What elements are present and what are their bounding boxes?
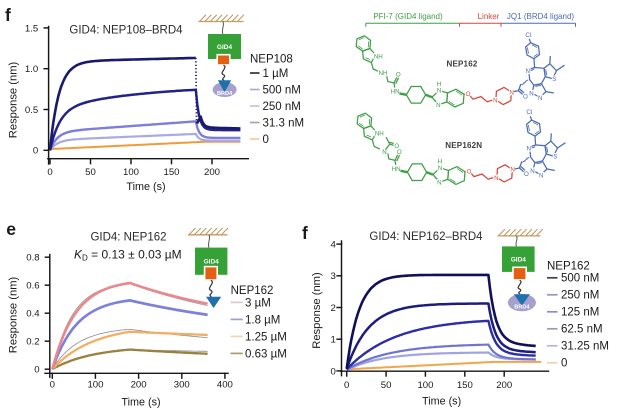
svg-text:0.63 µM: 0.63 µM (245, 348, 287, 360)
svg-text:1: 1 (330, 335, 335, 346)
svg-text:O: O (396, 72, 401, 79)
svg-text:H: H (437, 81, 441, 88)
svg-text:NEP108: NEP108 (250, 54, 293, 66)
svg-text:200: 200 (204, 167, 220, 178)
svg-text:O: O (394, 143, 399, 150)
svg-text:250 nM: 250 nM (263, 101, 301, 113)
svg-text:NEP162N: NEP162N (445, 141, 482, 150)
svg-text:GID4: GID4 (204, 259, 220, 266)
svg-text:BRD4: BRD4 (514, 304, 530, 310)
svg-text:N: N (493, 98, 497, 105)
svg-text:Time (s): Time (s) (422, 396, 461, 408)
svg-text:50: 50 (85, 167, 96, 178)
svg-text:150: 150 (163, 167, 179, 178)
svg-text:0.5: 0.5 (25, 105, 38, 116)
svg-text:HN: HN (391, 89, 400, 96)
svg-text:O: O (466, 91, 471, 98)
svg-text:Response (nm): Response (nm) (8, 61, 20, 138)
svg-text:NEP162: NEP162 (547, 261, 590, 273)
svg-text:S: S (552, 76, 556, 83)
svg-text:GID4: NEP162–BRD4: GID4: NEP162–BRD4 (369, 231, 483, 243)
svg-text:0: 0 (34, 365, 39, 376)
svg-text:0: 0 (330, 366, 335, 377)
svg-text:0.4: 0.4 (26, 309, 40, 320)
svg-text:0: 0 (561, 358, 567, 370)
svg-text:KD = 0.13 ± 0.03 µM: KD = 0.13 ± 0.03 µM (74, 248, 182, 263)
svg-text:0: 0 (33, 146, 38, 157)
svg-text:3 µM: 3 µM (245, 297, 271, 309)
svg-text:100: 100 (417, 380, 433, 391)
svg-text:N: N (538, 95, 542, 102)
svg-text:1.8 µM: 1.8 µM (245, 314, 280, 326)
svg-text:N: N (525, 68, 529, 75)
svg-text:NEP162: NEP162 (447, 60, 478, 69)
svg-text:31.25 nM: 31.25 nM (561, 341, 609, 353)
svg-text:2: 2 (330, 303, 335, 314)
svg-text:0.8: 0.8 (26, 253, 39, 264)
svg-text:NEP162: NEP162 (231, 285, 274, 297)
svg-text:125 nM: 125 nM (561, 307, 599, 319)
svg-text:Time (s): Time (s) (126, 181, 165, 193)
svg-text:4: 4 (330, 240, 336, 251)
svg-text:500 nM: 500 nM (561, 273, 599, 285)
svg-text:1.0: 1.0 (25, 64, 38, 75)
svg-text:150: 150 (457, 380, 473, 391)
svg-text:31.3 nM: 31.3 nM (263, 117, 305, 129)
svg-text:N: N (509, 89, 513, 96)
svg-text:50: 50 (381, 380, 392, 391)
svg-text:GID4: GID4 (217, 44, 233, 51)
svg-text:0: 0 (47, 167, 52, 178)
svg-text:3: 3 (330, 271, 335, 282)
svg-text:0: 0 (263, 134, 269, 146)
svg-text:100: 100 (87, 380, 103, 391)
svg-text:O: O (523, 93, 528, 100)
svg-text:0.6: 0.6 (26, 281, 39, 292)
svg-text:300: 300 (174, 380, 190, 391)
svg-text:62.5 nM: 62.5 nM (561, 324, 603, 336)
svg-text:Response (nm): Response (nm) (311, 272, 323, 349)
svg-text:1.25 µM: 1.25 µM (245, 331, 287, 343)
svg-text:250 nM: 250 nM (561, 290, 599, 302)
svg-text:0: 0 (344, 380, 349, 391)
svg-text:Response (nm): Response (nm) (8, 276, 20, 353)
svg-text:N: N (436, 102, 440, 109)
svg-text:GID4: NEP162: GID4: NEP162 (90, 232, 166, 244)
svg-text:0.2: 0.2 (26, 337, 39, 348)
svg-text:GID4: GID4 (511, 256, 527, 263)
svg-text:f: f (5, 5, 11, 25)
svg-text:200: 200 (131, 380, 147, 391)
svg-text:f: f (302, 223, 308, 243)
svg-text:N: N (529, 90, 533, 97)
svg-text:BRD4: BRD4 (217, 91, 233, 97)
svg-text:NH: NH (379, 70, 388, 77)
svg-text:100: 100 (123, 167, 139, 178)
svg-text:GID4: NEP108–BRD4: GID4: NEP108–BRD4 (69, 25, 183, 37)
svg-text:PFI-7 (GID4 ligand): PFI-7 (GID4 ligand) (373, 12, 443, 21)
svg-text:Time (s): Time (s) (121, 397, 160, 409)
svg-text:200: 200 (496, 380, 512, 391)
svg-text:JQ1 (BRD4 ligand): JQ1 (BRD4 ligand) (507, 12, 574, 21)
svg-text:Cl: Cl (525, 32, 531, 39)
svg-text:e: e (6, 219, 16, 239)
svg-text:0: 0 (50, 380, 55, 391)
svg-text:Linker: Linker (478, 12, 500, 21)
svg-text:NH: NH (374, 53, 383, 60)
svg-text:1 µM: 1 µM (263, 68, 289, 80)
svg-text:500 nM: 500 nM (263, 84, 301, 96)
svg-text:400: 400 (217, 380, 233, 391)
svg-text:N: N (437, 87, 441, 94)
svg-text:1.5: 1.5 (25, 23, 38, 34)
